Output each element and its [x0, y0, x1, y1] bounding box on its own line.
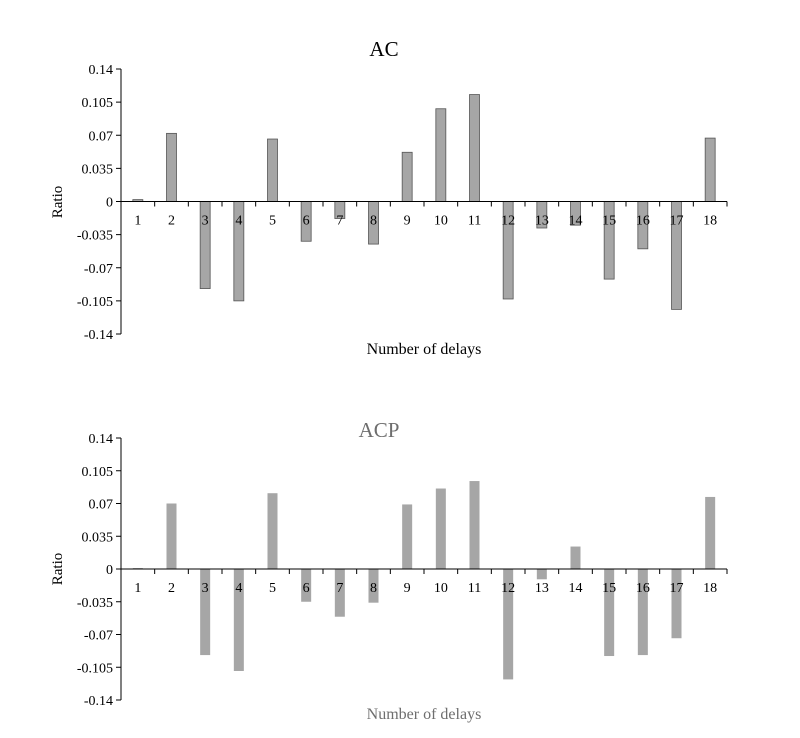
acp-bar-9: [402, 504, 413, 569]
acp-x-tick-label: 9: [404, 581, 411, 596]
ac-bar-9: [401, 151, 413, 202]
ac-bar-5: [267, 138, 278, 202]
acp-x-tick-label: 7: [336, 581, 343, 596]
ac-y-tick-label: -0.14: [84, 328, 113, 343]
acp-bar-5: [267, 493, 278, 569]
ac-x-tick-label: 1: [134, 214, 141, 229]
ac-x-tick-label: 15: [602, 214, 616, 229]
ac-x-tick-label: 9: [404, 214, 411, 229]
ac-x-tick-label: 18: [703, 214, 717, 229]
acp-x-tick-label: 15: [602, 581, 616, 596]
acp-x-tick-label: 1: [134, 581, 141, 596]
ac-bar-10: [435, 108, 447, 202]
acp-bar-14: [570, 546, 581, 569]
ac-x-tick-label: 12: [501, 214, 515, 229]
ac-x-tick-label: 14: [569, 214, 583, 229]
acp-y-tick-label: 0.07: [89, 498, 114, 513]
ac-bar-2: [166, 132, 177, 202]
acp-y-tick-label: 0.14: [89, 432, 114, 447]
ac-x-tick-label: 4: [235, 214, 242, 229]
acp-bar-15: [604, 569, 615, 657]
acp-bar-8: [368, 569, 379, 603]
acp-bar-4: [233, 569, 244, 671]
acp-x-tick-label: 3: [202, 581, 209, 596]
ac-x-tick-label: 8: [370, 214, 377, 229]
acp-x-tick-label: 10: [434, 581, 448, 596]
acp-chart-title: ACP: [359, 418, 400, 442]
acp-x-tick-label: 8: [370, 581, 377, 596]
acp-bar-10: [435, 488, 446, 569]
ac-x-tick-label: 11: [468, 214, 481, 229]
ac-y-tick-label: -0.07: [84, 262, 113, 277]
acp-x-tick-label: 14: [569, 581, 583, 596]
ac-x-tick-label: 16: [636, 214, 650, 229]
acp-x-axis-label: Number of delays: [367, 706, 482, 723]
ac-x-tick-label: 3: [202, 214, 209, 229]
acp-bar-17: [671, 569, 682, 639]
ac-y-tick-label: 0.07: [89, 129, 114, 144]
acp-x-tick-label: 11: [468, 581, 481, 596]
acp-x-tick-label: 16: [636, 581, 650, 596]
ac-y-tick-label: 0: [106, 196, 113, 211]
acp-x-tick-label: 13: [535, 581, 549, 596]
acp-x-tick-label: 4: [235, 581, 242, 596]
acp-bar-18: [705, 496, 716, 569]
ac-x-tick-label: 5: [269, 214, 276, 229]
ac-x-tick-label: 6: [303, 214, 310, 229]
acp-x-tick-label: 2: [168, 581, 175, 596]
acp-y-tick-label: -0.105: [77, 661, 113, 676]
acp-bar-7: [334, 569, 345, 617]
acp-x-tick-label: 6: [303, 581, 310, 596]
acp-y-tick-label: -0.035: [77, 596, 113, 611]
ac-y-tick-label: 0.035: [82, 162, 114, 177]
ac-chart-panel: AC Ratio Number of delays 0.14 0.105 0.07 0…: [50, 37, 728, 358]
acp-y-tick-label: -0.07: [84, 629, 113, 644]
acp-bar-16: [637, 569, 648, 656]
ac-x-tick-label: 2: [168, 214, 175, 229]
ac-bar-18: [704, 137, 716, 202]
acp-x-tick-label: 5: [269, 581, 276, 596]
acp-x-tick-label: 18: [703, 581, 717, 596]
acp-bar-11: [469, 481, 480, 569]
acp-bar-3: [200, 569, 211, 656]
acp-chart-panel: ACP Ratio Number of delays 0.14 0.105 0.07…: [50, 418, 728, 723]
ac-x-tick-label: 17: [670, 214, 684, 229]
acp-y-tick-label: 0: [106, 563, 113, 578]
ac-chart-title: AC: [369, 37, 398, 61]
ac-x-tick-label: 7: [336, 214, 343, 229]
ac-x-tick-label: 10: [434, 214, 448, 229]
ac-y-tick-label: 0.105: [82, 96, 114, 111]
ac-y-axis-label: Ratio: [50, 186, 66, 219]
ac-y-tick-label: -0.035: [77, 229, 113, 244]
acp-bar-13: [536, 569, 547, 580]
ac-x-tick-label: 13: [535, 214, 549, 229]
acp-y-tick-label: 0.035: [82, 530, 114, 545]
acp-bar-2: [166, 503, 177, 569]
acp-y-tick-label: -0.14: [84, 694, 113, 709]
acp-y-axis-label: Ratio: [50, 553, 66, 586]
acp-x-tick-label: 17: [670, 581, 684, 596]
ac-bar-11: [469, 94, 480, 202]
ac-y-tick-label: 0.14: [89, 63, 114, 78]
ac-y-tick-label: -0.105: [77, 295, 113, 310]
acp-bar-12: [503, 569, 514, 680]
ac-x-axis-label: Number of delays: [367, 341, 482, 358]
acp-bar-6: [301, 569, 312, 602]
acp-y-tick-label: 0.105: [82, 465, 114, 480]
acp-x-tick-label: 12: [501, 581, 515, 596]
